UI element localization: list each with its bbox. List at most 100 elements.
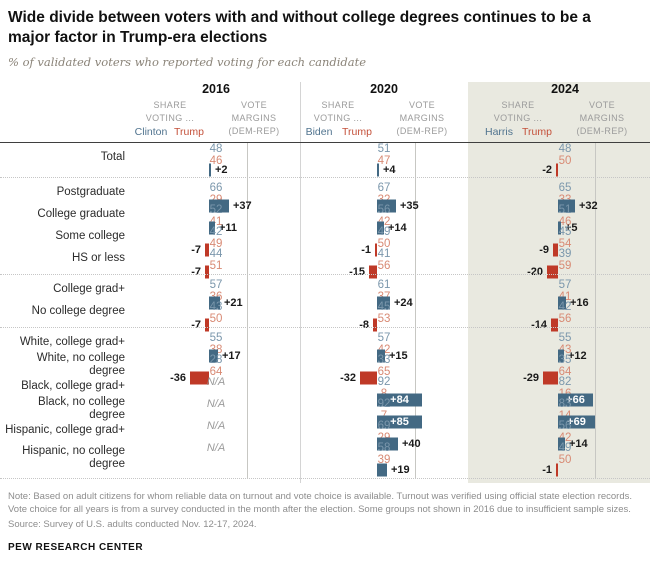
table-row: No college degree 43 50 -7 45 53 -8 42 56 -14 — [0, 300, 650, 332]
na-value: N/A — [206, 441, 226, 454]
dem-candidate-name: Harris — [485, 125, 513, 138]
table-row: Total 48 46 +2 51 47 +4 48 50 -2 — [0, 142, 650, 177]
section-header-2020: 2020 SHARE VOTING ... Biden Trump VOTE M… — [300, 82, 468, 142]
table-row: Hispanic, no college degree N/A 58 39 +19 49 5… — [0, 441, 650, 477]
dem-share-value: 61 — [377, 278, 391, 291]
margin-chart-cell — [170, 388, 262, 398]
margin-bar — [209, 349, 218, 363]
vote-margins-header-2016: VOTE MARGINS (DEM-REP) — [228, 99, 280, 136]
dem-share-value: 52 — [209, 203, 223, 216]
vote-margins-header-2024: VOTE MARGINS (DEM-REP) — [576, 99, 628, 136]
year-section-cells: 42 49 -7 — [132, 226, 300, 257]
margin-bar — [556, 463, 558, 477]
dem-share-value: 92 — [377, 397, 391, 410]
margin-bar — [205, 265, 209, 279]
year-section-cells: 6533+32 — [468, 182, 650, 213]
margin-chart-cell: +2 — [170, 163, 262, 177]
dem-share-value: 57 — [209, 278, 223, 291]
margin-bar — [556, 163, 558, 177]
table-row: Black, college grad+ N/A 928+848216+66 — [0, 375, 650, 407]
year-section-cells: 5642+14 — [300, 203, 468, 235]
margin-value: -7 — [191, 318, 201, 331]
margin-bar — [377, 221, 384, 235]
margin-value: -7 — [191, 243, 201, 256]
rep-share-value: 56 — [558, 312, 572, 325]
year-section-cells: 42 56 -14 — [468, 301, 650, 332]
year-section-cells: 58 39 +19 — [300, 442, 468, 477]
rep-share-value: 46 — [209, 154, 223, 167]
margin-bar — [360, 371, 377, 385]
year-section-cells: 41 56 -15 — [300, 248, 468, 279]
zero-axis-2020 — [415, 142, 416, 478]
margin-chart-cell — [170, 454, 262, 474]
year-section-cells: 6137+24 — [300, 278, 468, 310]
year-section-cells: 6629+37 — [132, 182, 300, 213]
year-section-cells: 49 50 -1 — [468, 441, 650, 477]
row-label: HS or less — [71, 252, 125, 265]
year-label-2016: 2016 — [202, 81, 230, 96]
margin-value: -15 — [349, 265, 365, 278]
dem-share-value: 57 — [558, 278, 572, 291]
vote-table: 2016 SHARE VOTING ... Clinton Trump VOTE… — [0, 81, 650, 483]
margin-bar — [547, 265, 558, 279]
margin-value: -2 — [542, 163, 552, 176]
rep-share-value: 65 — [377, 365, 391, 378]
margin-value: -1 — [361, 243, 371, 256]
margin-bar — [377, 415, 422, 429]
margin-bar — [209, 199, 229, 213]
year-section-cells: 48 50 -2 — [468, 142, 650, 177]
table-body: Total4846+25147+44850-2Postgraduate6629+… — [0, 143, 650, 483]
year-section-cells: 48 46 +2 — [132, 143, 300, 177]
margin-chart-cell: -2 — [519, 163, 611, 177]
margin-bar — [377, 349, 385, 363]
margin-bar — [558, 437, 565, 451]
na-value: N/A — [206, 397, 226, 410]
dem-share-value: 55 — [209, 331, 223, 344]
year-section-cells: 51 46 +5 — [468, 204, 650, 235]
year-label-2020: 2020 — [370, 81, 398, 96]
margin-value: +14 — [388, 221, 407, 234]
table-row: Hispanic, college grad+ N/A 6929+405642+14 — [0, 419, 650, 451]
margin-bar — [558, 296, 566, 310]
year-section-cells: N/A — [132, 420, 300, 442]
dem-candidate-name: Clinton — [134, 125, 168, 138]
dem-share-value: 49 — [377, 225, 391, 238]
margin-value: -32 — [340, 371, 356, 384]
margin-value: +19 — [391, 463, 410, 476]
year-section-cells: 51 47 +4 — [300, 143, 468, 177]
dem-share-value: 48 — [558, 142, 572, 155]
dem-share-value: 83 — [558, 397, 572, 410]
dem-share-value: 44 — [209, 247, 223, 260]
table-row: Some college 42 49 -7 49 50 -1 45 54 -9 — [0, 225, 650, 257]
year-section-cells: 5642+14 — [468, 419, 650, 451]
dem-share-value: 28 — [209, 353, 223, 366]
dem-share-value: 45 — [377, 300, 391, 313]
margin-bar — [209, 296, 220, 310]
dem-share-value: 49 — [558, 441, 572, 454]
margin-bar — [558, 393, 593, 407]
year-section-cells: 5736+21 — [132, 278, 300, 310]
row-label: Postgraduate — [56, 186, 125, 199]
rep-share-value: 51 — [209, 259, 223, 272]
margin-bar — [205, 318, 209, 332]
margin-chart-cell — [170, 410, 262, 420]
year-section-cells: 5742+15 — [300, 332, 468, 363]
dem-share-value: 56 — [558, 419, 572, 432]
group-divider — [0, 270, 650, 279]
year-section-cells: 928+84 — [300, 376, 468, 407]
margin-value: +85 — [390, 415, 409, 428]
margin-bar — [373, 318, 377, 332]
table-row: HS or less 44 51 -7 41 56 -15 39 59 -20 — [0, 247, 650, 279]
dem-share-value: 82 — [558, 375, 572, 388]
margin-value: +24 — [394, 296, 413, 309]
margin-value: -9 — [539, 243, 549, 256]
year-section-cells: 5741+16 — [468, 278, 650, 310]
rep-share-value: 59 — [558, 259, 572, 272]
table-row: White, no college degree 28 64 -36 33 65 -32 35… — [0, 352, 650, 385]
dem-share-value: 56 — [377, 203, 391, 216]
na-value: N/A — [206, 375, 226, 388]
margin-bar — [553, 243, 558, 257]
section-divider-line — [300, 81, 301, 483]
rep-share-value: 47 — [377, 154, 391, 167]
margin-bar — [543, 371, 558, 385]
